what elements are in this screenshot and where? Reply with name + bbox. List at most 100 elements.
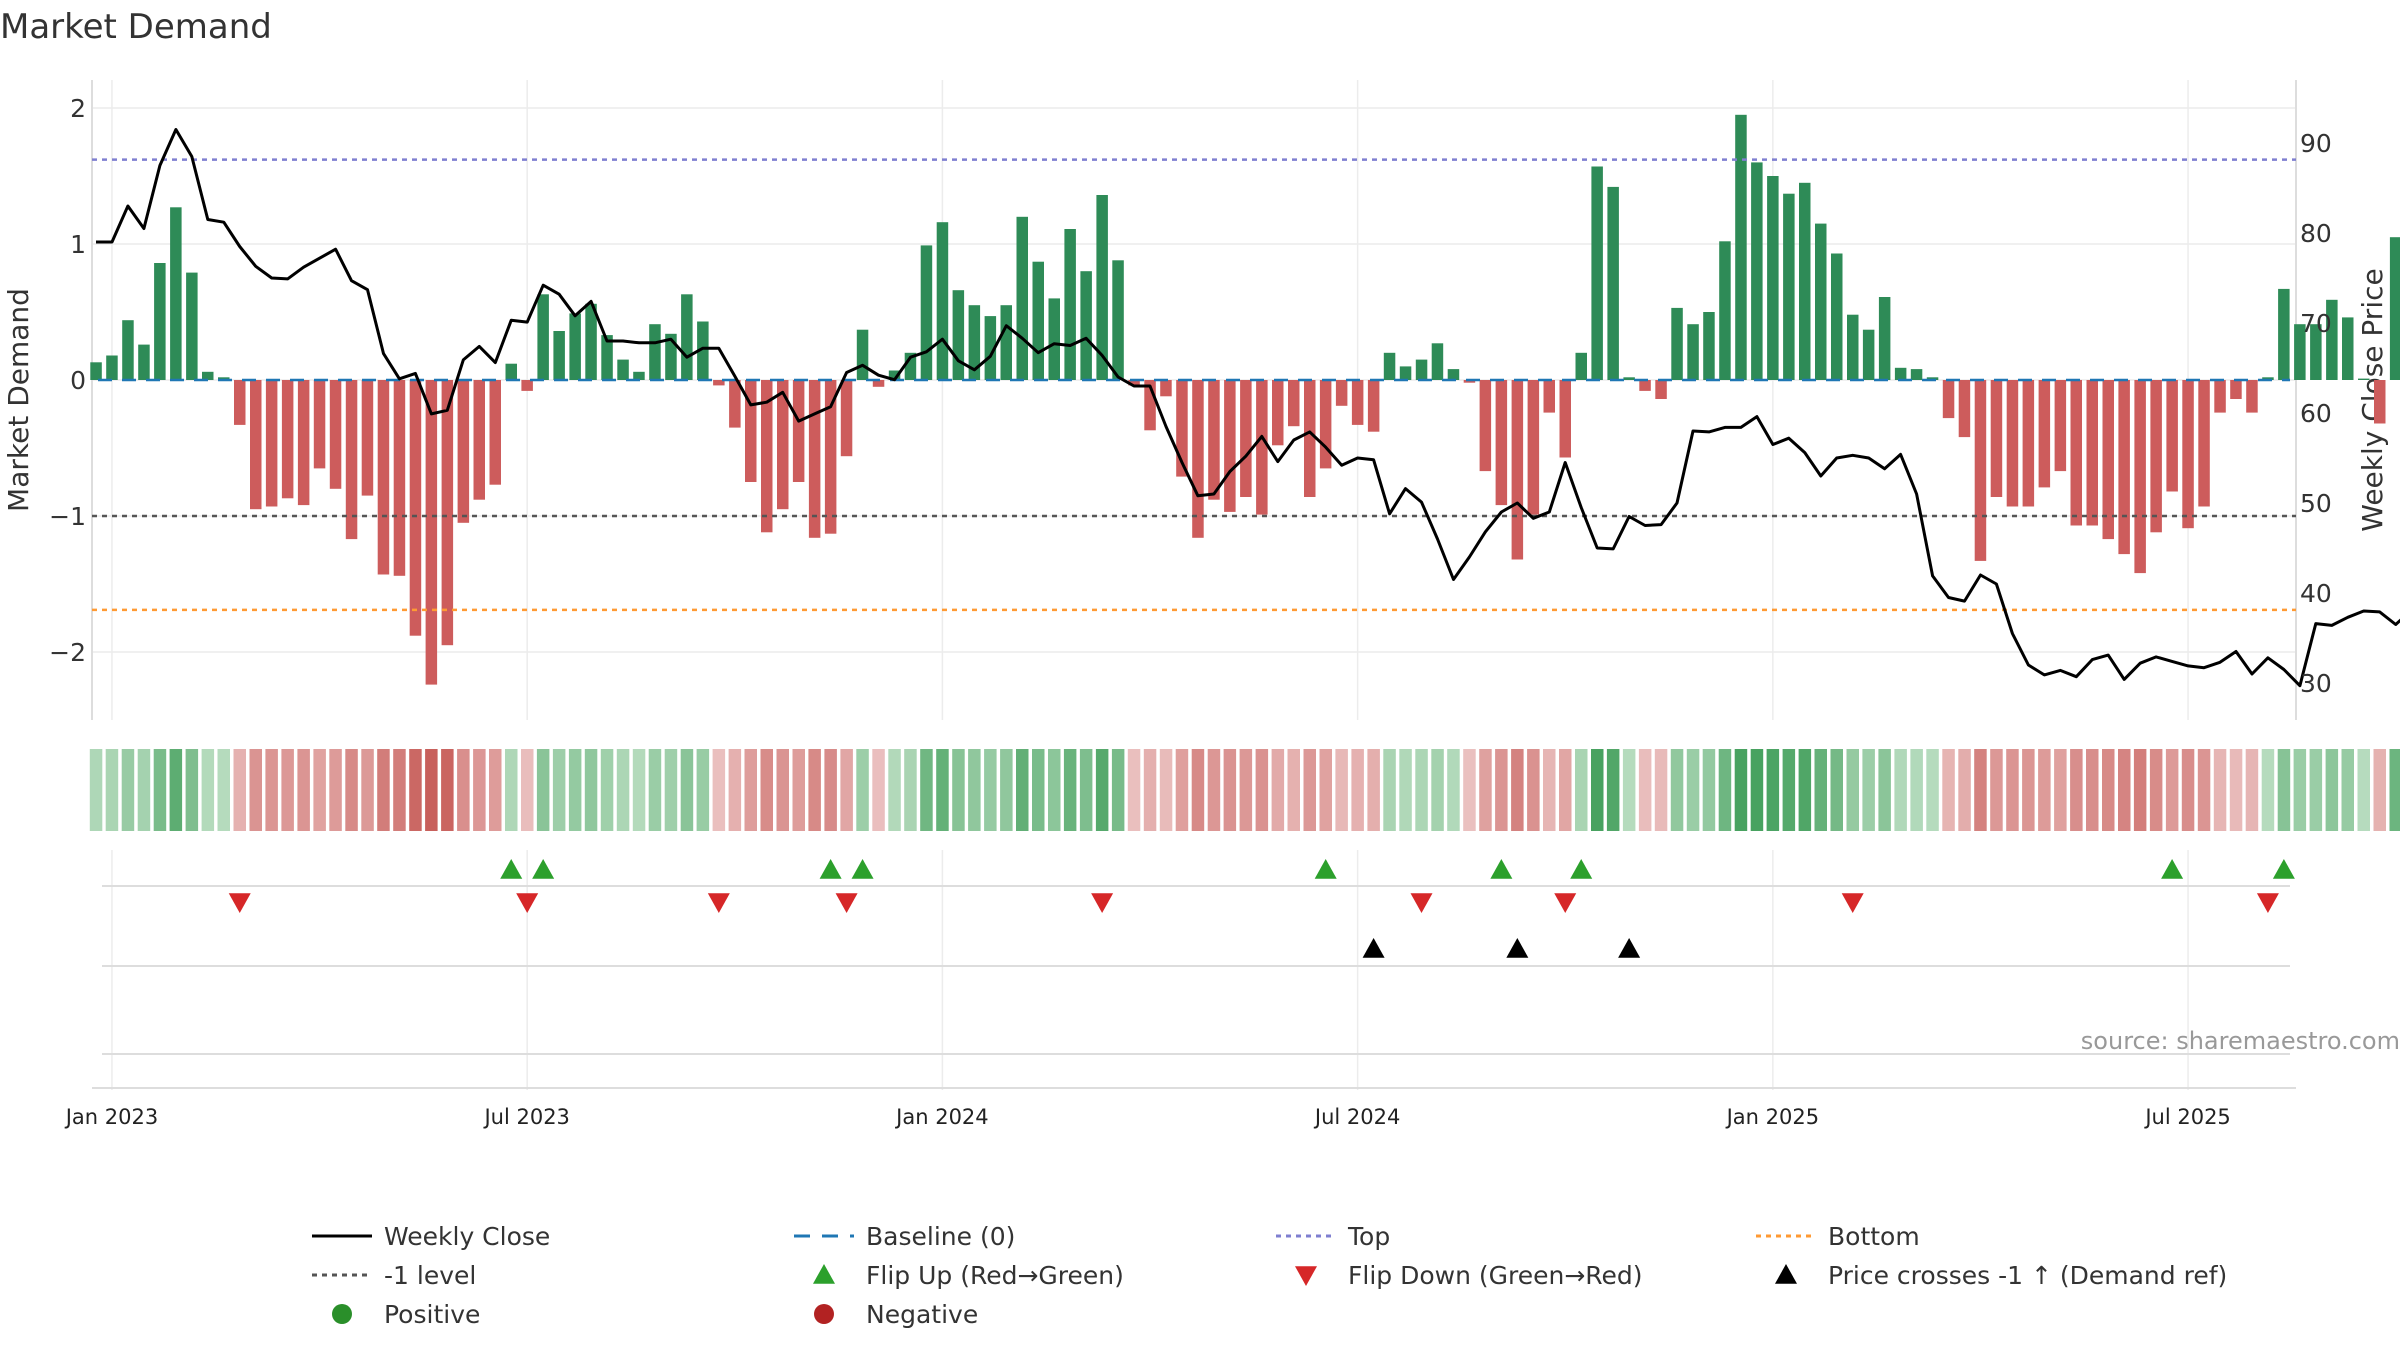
- heat-cell: [393, 749, 406, 831]
- demand-bar: [601, 335, 613, 380]
- heat-cell: [1575, 749, 1588, 831]
- heat-cell: [648, 749, 662, 831]
- y-tick-right: 60: [2300, 399, 2332, 428]
- legend-label: Flip Up (Red→Green): [866, 1261, 1124, 1290]
- heat-cell: [1319, 749, 1332, 831]
- demand-bar: [2294, 324, 2306, 380]
- demand-bar: [1719, 241, 1731, 380]
- heat-cell: [1878, 749, 1891, 831]
- heat-cell: [1862, 749, 1875, 831]
- heat-cell: [1814, 749, 1827, 831]
- heat-cell: [1287, 749, 1300, 831]
- legend-item: Flip Up (Red→Green): [813, 1261, 1124, 1290]
- x-tick-label: Jul 2025: [2143, 1105, 2230, 1129]
- legend-item: -1 level: [312, 1261, 476, 1290]
- demand-bar: [313, 380, 326, 469]
- demand-bar: [1272, 380, 1284, 446]
- demand-bar: [122, 320, 134, 380]
- demand-bar: [824, 380, 837, 534]
- heat-cell: [1431, 749, 1444, 831]
- heat-cell: [2229, 749, 2243, 831]
- demand-bar: [1990, 380, 2003, 497]
- y-tick-left: 1: [70, 230, 86, 259]
- heat-cell: [1702, 749, 1716, 831]
- demand-bar: [808, 380, 821, 538]
- heat-cell: [1271, 749, 1285, 831]
- heat-cell: [600, 749, 614, 831]
- demand-bar: [505, 363, 517, 380]
- heat-cell: [920, 749, 933, 831]
- demand-bar: [377, 380, 390, 575]
- legend-label: -1 level: [384, 1261, 476, 1290]
- flip-down-marker: [228, 893, 251, 913]
- demand-bar: [984, 316, 997, 380]
- heat-cell: [1399, 749, 1412, 831]
- y-tick-right: 80: [2300, 219, 2332, 248]
- heat-cell: [1207, 749, 1221, 831]
- heat-cell: [1511, 749, 1524, 831]
- heat-cell: [968, 749, 981, 831]
- heat-cell: [536, 749, 550, 831]
- demand-heat-strip: [89, 749, 2400, 831]
- heat-cell: [824, 749, 837, 831]
- heat-cell: [1016, 749, 1029, 831]
- weekly-close-line: [96, 128, 2400, 688]
- x-tick-label: Jan 2024: [894, 1105, 989, 1129]
- legend-label: Flip Down (Green→Red): [1348, 1261, 1643, 1290]
- demand-bar: [777, 380, 789, 510]
- demand-bar: [2166, 380, 2178, 492]
- demand-bar: [1671, 307, 1683, 380]
- heat-cell: [185, 749, 199, 831]
- flip-down-marker: [1841, 893, 1864, 913]
- heat-cell: [696, 749, 710, 831]
- heat-cell: [89, 749, 103, 831]
- heat-cell: [1718, 749, 1732, 831]
- heat-cell: [792, 749, 805, 831]
- demand-bar: [1304, 380, 1316, 497]
- signal-markers: [92, 859, 2296, 1089]
- demand-bar: [345, 380, 358, 540]
- axis-tick-labels: 2 1 0 −1 −2 90 80 70 60 50 40 30 Jan 2023 Jul 2023 Jan…: [49, 94, 2332, 1129]
- x-tick-label: Jul 2024: [1313, 1105, 1400, 1129]
- heat-cell: [153, 749, 167, 831]
- demand-bar: [2326, 299, 2338, 380]
- demand-bar: [904, 352, 917, 380]
- demand-bar: [1128, 380, 1140, 386]
- heat-cell: [888, 749, 901, 831]
- heat-cell: [1990, 749, 2003, 831]
- demand-bar: [1319, 380, 1332, 469]
- demand-bar: [1431, 343, 1444, 380]
- heat-cell: [1798, 749, 1812, 831]
- heat-cell: [281, 749, 294, 831]
- demand-bar: [1192, 380, 1204, 538]
- heat-cell: [313, 749, 326, 831]
- heat-cell: [984, 749, 997, 831]
- flip-down-marker: [1091, 893, 1114, 913]
- heat-cell: [1527, 749, 1540, 831]
- demand-bar: [697, 321, 709, 380]
- heat-cell: [712, 749, 726, 831]
- heat-cell: [1926, 749, 1939, 831]
- heat-cell: [1910, 749, 1923, 831]
- flip-up-marker: [2161, 859, 2184, 879]
- heat-cell: [760, 749, 773, 831]
- demand-bar: [409, 380, 422, 636]
- demand-bar: [2342, 317, 2354, 380]
- heat-cell: [1942, 749, 1955, 831]
- legend-label: Negative: [866, 1300, 978, 1329]
- legend-label: Bottom: [1828, 1222, 1920, 1251]
- heat-cell: [1974, 749, 1987, 831]
- heat-cell: [552, 749, 566, 831]
- demand-bar: [2246, 380, 2258, 413]
- heat-cell: [2293, 749, 2307, 831]
- demand-bar: [1639, 380, 1651, 391]
- heat-cell: [1846, 749, 1859, 831]
- demand-bar: [1032, 261, 1044, 380]
- heat-cell: [1351, 749, 1364, 831]
- heat-cell: [137, 749, 151, 831]
- legend-item: Weekly Close: [312, 1222, 550, 1251]
- heat-cell: [2038, 749, 2051, 831]
- heat-cell: [2213, 749, 2227, 831]
- heat-cell: [1495, 749, 1508, 831]
- heat-cell: [680, 749, 694, 831]
